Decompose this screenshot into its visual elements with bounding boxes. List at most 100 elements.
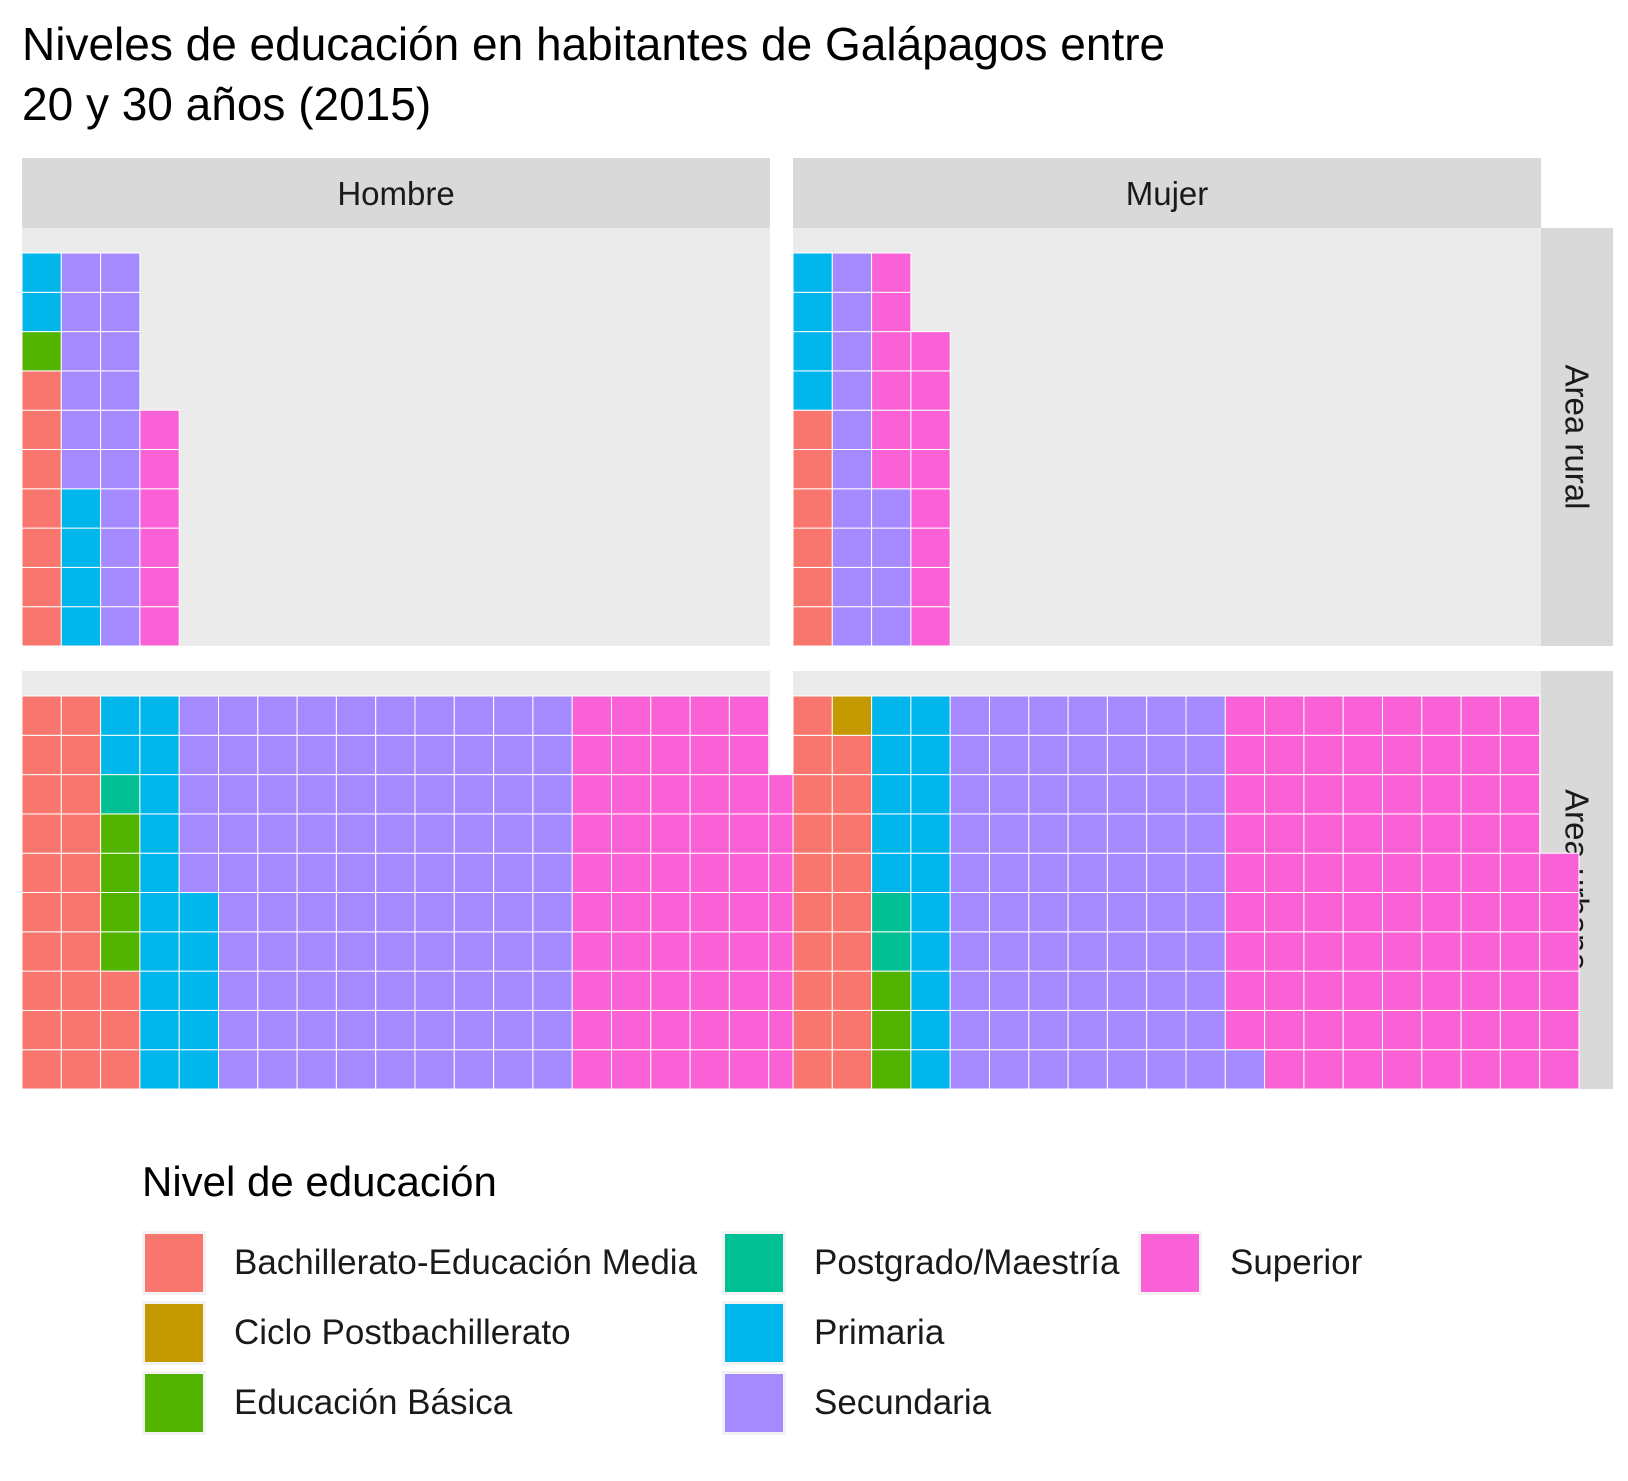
waffle-cell-secundaria (493, 1009, 534, 1051)
waffle-cell-secundaria (257, 892, 298, 933)
waffle-cell-superior (1342, 695, 1383, 736)
waffle-cell-primaria (910, 1009, 951, 1051)
waffle-cell-secundaria (1067, 852, 1108, 894)
waffle-cell-superior (1539, 931, 1580, 972)
waffle-cell-secundaria (1146, 813, 1187, 854)
waffle-cell-secundaria (1146, 734, 1187, 776)
waffle-cell-secundaria (414, 813, 455, 854)
waffle-cell-primaria (60, 606, 102, 647)
waffle-cell-secundaria (335, 892, 377, 933)
waffle-cell-secundaria (1185, 892, 1226, 933)
waffle-cell-superior (689, 774, 730, 815)
waffle-cell-superior (1421, 1049, 1462, 1090)
waffle-cell-secundaria (335, 734, 377, 776)
waffle-cell-secundaria (949, 734, 991, 776)
waffle-cell-secundaria (1067, 813, 1108, 854)
waffle-cell-secundaria (949, 1049, 991, 1090)
waffle-cell-secundaria (375, 1049, 416, 1090)
waffle-cell-superior (1224, 970, 1266, 1011)
waffle-cell-superior (1499, 892, 1541, 933)
waffle-cell-primaria (60, 566, 102, 608)
waffle-cell-primaria (139, 1049, 180, 1090)
waffle-cell-secundaria (1067, 734, 1108, 776)
waffle-cell-superior (689, 970, 730, 1011)
waffle-cell-bachillerato-educacion-media (792, 695, 833, 736)
waffle-cell-superior (1224, 774, 1266, 815)
waffle-cell-secundaria (1146, 852, 1187, 894)
waffle-cell-primaria (910, 892, 951, 933)
waffle-cell-superior (139, 606, 180, 647)
waffle-cell-bachillerato-educacion-media (60, 852, 102, 894)
waffle-cell-secundaria (453, 813, 495, 854)
waffle-cell-secundaria (1146, 931, 1187, 972)
strip-label-mujer: Mujer (1126, 175, 1209, 212)
waffle-cell-superior (871, 370, 912, 411)
waffle-cell-superior (728, 1009, 770, 1051)
waffle-cell-secundaria (100, 527, 141, 568)
waffle-cell-secundaria (1067, 970, 1108, 1011)
waffle-cell-superior (689, 852, 730, 894)
waffle-cell-secundaria (414, 734, 455, 776)
waffle-cell-superior (689, 1009, 730, 1051)
waffle-cell-primaria (100, 695, 141, 736)
legend-item-superior: Superior (1138, 1228, 1362, 1298)
waffle-cell-bachillerato-educacion-media (21, 970, 62, 1011)
waffle-cell-bachillerato-educacion-media (792, 1009, 833, 1051)
waffle-cell-primaria (139, 695, 180, 736)
waffle-cell-secundaria (1067, 695, 1108, 736)
waffle-cell-secundaria (493, 1049, 534, 1090)
waffle-cell-secundaria (949, 1009, 991, 1051)
waffle-cell-secundaria (335, 970, 377, 1011)
waffle-cell-bachillerato-educacion-media (21, 449, 62, 490)
waffle-cell-primaria (139, 892, 180, 933)
waffle-cell-superior (728, 695, 770, 736)
waffle-cell-secundaria (414, 1049, 455, 1090)
waffle-cell-superior (1539, 970, 1580, 1011)
waffle-cell-superior (1224, 695, 1266, 736)
waffle-cell-superior (1421, 852, 1462, 894)
waffle-cell-superior (650, 695, 691, 736)
waffle-cell-primaria (178, 1009, 219, 1051)
legend: Bachillerato-Educación Media Ciclo Postba… (142, 1228, 1582, 1448)
waffle-cell-superior (1421, 931, 1462, 972)
waffle-cell-superior (728, 1049, 770, 1090)
waffle-cell-superior (1264, 695, 1305, 736)
waffle-cell-secundaria (453, 970, 495, 1011)
waffle-cell-bachillerato-educacion-media (21, 566, 62, 608)
waffle-cell-superior (1499, 931, 1541, 972)
waffle-cell-superior (728, 931, 770, 972)
waffle-cell-postgrado-maestria (871, 931, 912, 972)
waffle-cell-superior (689, 734, 730, 776)
waffle-cell-bachillerato-educacion-media (792, 734, 833, 776)
waffle-cell-superior (1421, 813, 1462, 854)
waffle-cell-secundaria (532, 774, 573, 815)
waffle-cell-superior (728, 970, 770, 1011)
waffle-cell-superior (571, 734, 613, 776)
legend-item-ciclo-postbachillerato: Ciclo Postbachillerato (142, 1298, 571, 1368)
waffle-cell-primaria (139, 852, 180, 894)
waffle-cell-superior (689, 892, 730, 933)
chart-title: Niveles de educación en habitantes de Ga… (22, 14, 1165, 134)
waffle-cell-secundaria (375, 852, 416, 894)
waffle-cell-secundaria (296, 813, 337, 854)
waffle-cell-secundaria (1185, 774, 1226, 815)
waffle-cell-superior (139, 409, 180, 451)
waffle-cell-secundaria (296, 970, 337, 1011)
waffle-cell-secundaria (871, 527, 912, 568)
waffle-cell-bachillerato-educacion-media (60, 970, 102, 1011)
waffle-cell-secundaria (257, 931, 298, 972)
waffle-cell-secundaria (831, 370, 873, 411)
waffle-cell-superior (139, 527, 180, 568)
legend-item-educacion-basica: Educación Básica (142, 1368, 512, 1438)
waffle-cell-secundaria (218, 970, 259, 1011)
waffle-cell-secundaria (1106, 1009, 1148, 1051)
waffle-cell-superior (1382, 1009, 1423, 1051)
waffle-cell-superior (139, 488, 180, 529)
waffle-cell-secundaria (532, 813, 573, 854)
waffle-cell-secundaria (218, 1009, 259, 1051)
waffle-cell-secundaria (1106, 774, 1148, 815)
waffle-cell-bachillerato-educacion-media (21, 1049, 62, 1090)
waffle-cell-superior (689, 695, 730, 736)
waffle-cell-secundaria (1067, 1049, 1108, 1090)
legend-label: Primaria (814, 1313, 945, 1352)
